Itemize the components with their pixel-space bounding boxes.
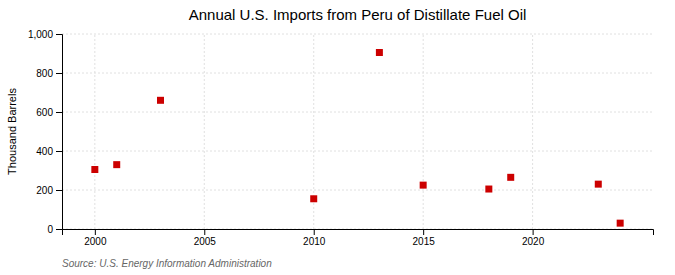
tick: 800 xyxy=(36,68,62,79)
tick: 2005 xyxy=(194,229,217,247)
tick-mark xyxy=(56,34,62,35)
tick-label: 800 xyxy=(36,68,53,79)
tick: 2010 xyxy=(303,229,326,247)
tick: 2020 xyxy=(522,229,545,247)
tick-mark xyxy=(423,229,424,235)
grid-line xyxy=(62,151,653,152)
tick-label: 0 xyxy=(47,224,53,235)
tick-mark xyxy=(204,229,205,235)
tick-label: 2005 xyxy=(194,236,217,247)
tick-label: 600 xyxy=(36,107,53,118)
tick-label: 2010 xyxy=(303,236,326,247)
y-axis-title: Thousand Barrels xyxy=(6,88,18,175)
tick: 200 xyxy=(36,185,62,196)
tick-mark xyxy=(56,229,62,230)
title: Annual U.S. Imports from Peru of Distill… xyxy=(189,6,527,23)
point xyxy=(420,182,427,189)
grid-line xyxy=(532,34,533,229)
point xyxy=(595,181,602,188)
tick-mark xyxy=(95,229,96,235)
tick-mark xyxy=(56,190,62,191)
grid-line xyxy=(204,34,205,229)
grid-line xyxy=(62,34,653,35)
grid-line xyxy=(94,34,95,229)
tick: 0 xyxy=(47,224,62,235)
point xyxy=(617,220,624,227)
tick-mark xyxy=(314,229,315,235)
tick-mark xyxy=(56,73,62,74)
tick-mark xyxy=(533,229,534,235)
y-axis: 0 200 400 600 800 1,000 xyxy=(28,29,63,235)
tick-label: 2000 xyxy=(84,236,107,247)
grid-line xyxy=(62,190,653,191)
chart: 2000 2005 2010 2015 2020 0 200 400 600 800 1,000 An… xyxy=(0,0,675,275)
tick: 1,000 xyxy=(28,29,62,40)
points xyxy=(91,49,623,227)
tick: 2015 xyxy=(413,229,436,247)
point xyxy=(485,186,492,193)
tick-mark xyxy=(56,112,62,113)
grid-line xyxy=(62,73,653,74)
tick-label: 2015 xyxy=(413,236,436,247)
x-axis: 2000 2005 2010 2015 2020 xyxy=(63,229,654,247)
annotation: Source: U.S. Energy Information Administ… xyxy=(62,258,272,269)
tick-label: 1,000 xyxy=(28,29,53,40)
point xyxy=(113,161,120,168)
tick: 2000 xyxy=(84,229,107,247)
axis-line xyxy=(56,35,63,230)
grid-line xyxy=(62,112,653,113)
point xyxy=(91,166,98,173)
point xyxy=(507,174,514,181)
point xyxy=(376,49,383,56)
axis-line xyxy=(63,230,654,236)
tick-mark xyxy=(56,151,62,152)
tick-label: 400 xyxy=(36,146,53,157)
tick-label: 2020 xyxy=(522,236,545,247)
tick: 400 xyxy=(36,146,62,157)
tick-label: 200 xyxy=(36,185,53,196)
point xyxy=(157,97,164,104)
point xyxy=(310,195,317,202)
tick: 600 xyxy=(36,107,62,118)
grid-line xyxy=(423,34,424,229)
grid xyxy=(62,34,653,229)
